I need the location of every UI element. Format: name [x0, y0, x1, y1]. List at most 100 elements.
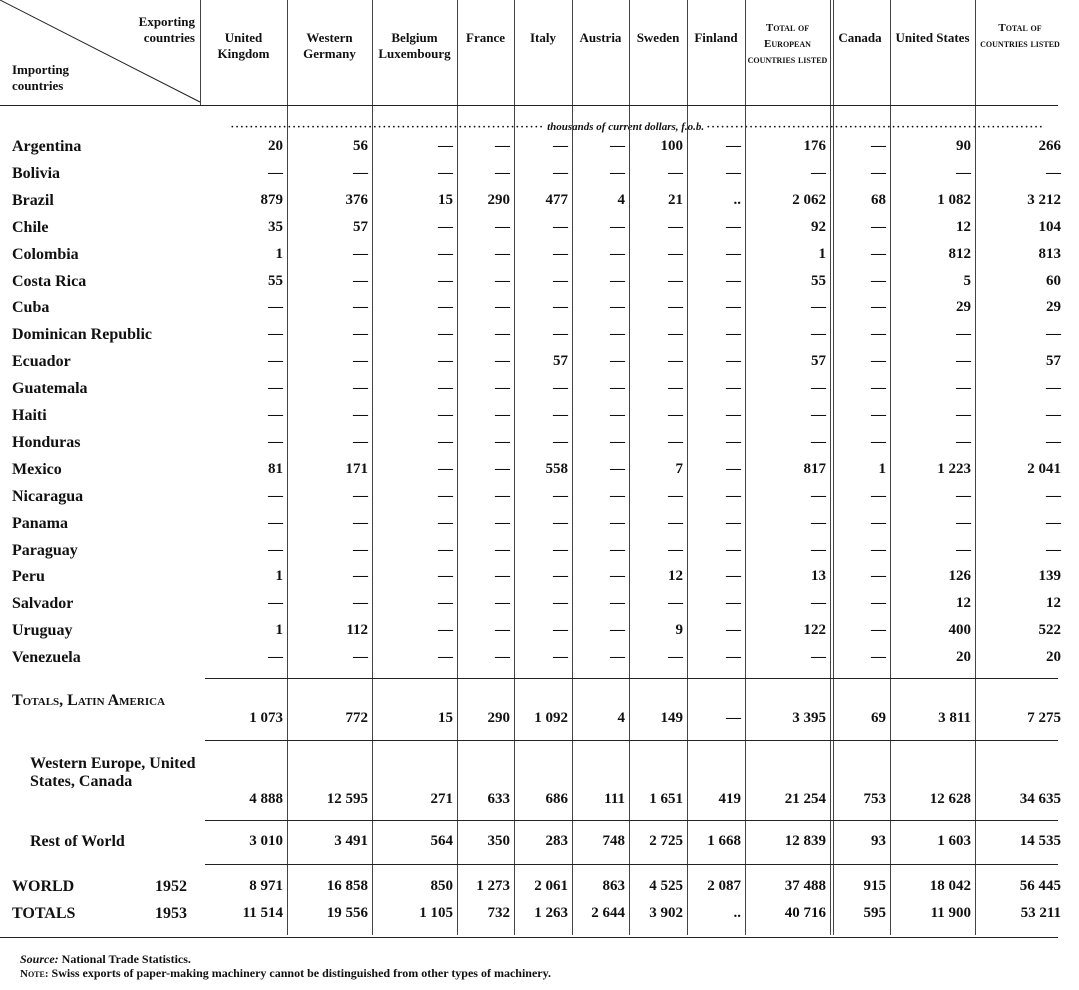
header-rule	[0, 105, 1058, 106]
cell: —	[553, 514, 568, 531]
cell: —	[495, 326, 510, 343]
cell: —	[1046, 407, 1061, 423]
cell: 419	[718, 791, 742, 807]
cell: 55	[811, 272, 826, 289]
cell: —	[668, 164, 683, 181]
column-header: Austria	[579, 30, 622, 45]
cell: —	[610, 568, 625, 585]
cell: —	[956, 380, 971, 397]
cell: 57	[811, 353, 826, 370]
cell: 12 839	[784, 833, 826, 849]
cell: 1 273	[476, 878, 510, 894]
cell: —	[553, 326, 568, 343]
cell: —	[668, 487, 683, 504]
cell: 879	[260, 191, 284, 208]
cell: —	[726, 407, 741, 423]
cell: —	[353, 353, 368, 370]
cell: —	[495, 138, 510, 154]
cell: —	[438, 649, 453, 666]
cell: —	[353, 272, 368, 289]
cell: —	[353, 487, 368, 504]
cell: 60	[1046, 272, 1061, 289]
world-label: WORLD	[12, 878, 75, 895]
cell: 748	[602, 833, 626, 849]
cell: —	[811, 407, 826, 423]
cell: —	[726, 353, 741, 370]
cell: —	[495, 272, 510, 289]
cell: 29	[1046, 299, 1061, 316]
column-header: Italy	[530, 30, 556, 45]
cell: 139	[1038, 568, 1062, 585]
cell: —	[610, 245, 625, 262]
cell: —	[353, 407, 368, 423]
row-label: Nicaragua	[12, 487, 84, 505]
cell: —	[871, 353, 886, 370]
cell: —	[353, 380, 368, 397]
cell: —	[956, 164, 971, 181]
year: 1953	[155, 905, 187, 922]
cell: —	[668, 541, 683, 558]
cell: 12	[1046, 595, 1061, 612]
column-header: Sweden	[636, 30, 680, 45]
cell: —	[268, 649, 283, 666]
column-header: United States	[895, 30, 970, 45]
cell: —	[956, 433, 971, 450]
cell: —	[495, 622, 510, 639]
row-label: Haiti	[12, 407, 47, 424]
cell: 55	[268, 272, 283, 289]
cell: 12 595	[326, 791, 368, 807]
cell: —	[1046, 541, 1061, 558]
row-label: Costa Rica	[12, 272, 87, 290]
cell: 21	[668, 191, 683, 208]
cell: —	[726, 710, 741, 726]
cell: 558	[545, 460, 569, 477]
cell: —	[1046, 380, 1061, 397]
cell: —	[726, 164, 741, 181]
cell: 3 010	[249, 833, 283, 849]
cell: —	[956, 514, 971, 531]
cell: —	[668, 433, 683, 450]
cell: —	[726, 380, 741, 397]
cell: 5	[963, 272, 972, 289]
cell: 2 062	[792, 191, 826, 208]
cell: —	[553, 487, 568, 504]
cell: —	[871, 433, 886, 450]
column-header: Canada	[838, 30, 882, 45]
cell: —	[726, 487, 741, 504]
cell: —	[726, 460, 741, 477]
cell: 20	[1046, 649, 1061, 666]
cell: —	[495, 514, 510, 531]
cell: —	[871, 514, 886, 531]
cell: —	[438, 487, 453, 504]
cell: 283	[545, 833, 569, 849]
rule	[0, 937, 1058, 938]
source-label: Source:	[20, 952, 59, 966]
cell: 686	[545, 791, 569, 807]
cell: —	[495, 460, 510, 477]
cell: 56	[353, 138, 368, 154]
cell: 2 061	[534, 878, 568, 894]
cell: 176	[803, 138, 827, 154]
cell: 81	[268, 460, 283, 477]
cell: —	[438, 380, 453, 397]
cell: —	[726, 299, 741, 316]
cell: 813	[1038, 245, 1062, 262]
cell: 69	[871, 710, 886, 726]
cell: —	[610, 353, 625, 370]
cell: —	[871, 272, 886, 289]
cell: 126	[948, 568, 972, 585]
cell: 4	[617, 710, 626, 726]
cell: —	[610, 138, 625, 154]
cell: —	[353, 595, 368, 612]
cell: —	[871, 380, 886, 397]
source-text: National Trade Statistics.	[61, 952, 191, 966]
cell: —	[438, 622, 453, 639]
cell: 1 603	[937, 833, 971, 849]
cell: —	[610, 595, 625, 612]
cell: —	[610, 649, 625, 666]
cell: 112	[346, 622, 368, 639]
cell: —	[438, 245, 453, 262]
cell: —	[668, 272, 683, 289]
cell: 633	[487, 791, 511, 807]
cell: —	[268, 299, 283, 316]
